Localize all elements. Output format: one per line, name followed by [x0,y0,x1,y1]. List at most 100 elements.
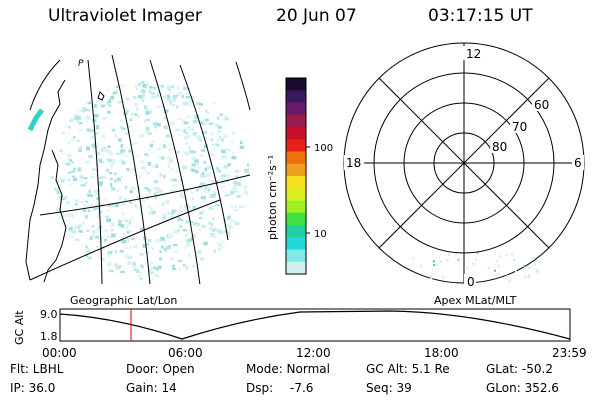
uv-pixel [85,214,88,219]
uv-pixel [171,257,174,261]
uv-pixel [103,229,108,233]
uv-pixel [112,161,116,164]
uv-pixel [94,103,97,108]
uv-pixel [149,261,154,265]
uv-pixel [233,181,238,184]
uv-pixel [134,84,139,88]
filter-info: Flt: LBHL [10,362,64,376]
polar-uv-pixel [476,253,479,256]
uv-pixel [103,146,106,150]
uv-pixel [218,135,221,139]
uv-pixel [79,230,82,233]
uv-pixel [88,189,91,193]
uv-pixel [163,95,168,99]
uv-pixel [115,263,118,267]
uv-pixel [141,98,145,102]
uv-pixel [91,143,96,147]
uv-pixel [67,154,71,157]
uv-pixel [94,132,99,135]
uv-pixel [74,225,79,230]
uv-pixel [59,193,63,197]
uv-pixel [55,179,60,183]
uv-pixel [114,232,119,235]
uv-pixel [73,177,78,181]
uv-pixel [175,169,178,172]
uv-pixel [161,213,165,218]
time-label: 03:17:15 UT [428,6,533,26]
uv-pixel [80,109,84,112]
uv-pixel [173,250,179,254]
uv-pixel [144,105,147,110]
uv-pixel [169,157,174,162]
uv-pixel [239,205,242,208]
uv-pixel [104,238,108,242]
uv-pixel [130,113,135,116]
uv-pixel [59,222,64,226]
uv-pixel [221,149,226,154]
uv-pixel [74,199,80,203]
uv-pixel [65,214,71,217]
uv-pixel [90,185,93,188]
uv-pixel [210,222,214,227]
uv-pixel [220,156,224,159]
uv-pixel [122,127,126,131]
uv-pixel [117,223,122,227]
uv-pixel [203,144,209,149]
uv-pixel [179,192,183,196]
uv-pixel [198,106,202,110]
uv-pixel [191,150,197,153]
uv-pixel [208,221,211,225]
uv-pixel [119,125,123,129]
uv-pixel [191,163,196,167]
uv-pixel [185,233,188,237]
uv-pixel [146,126,149,131]
uv-pixel [69,159,72,162]
uv-pixel [158,190,164,195]
uv-pixel [175,128,180,132]
uv-pixel [150,206,153,211]
uv-pixel [239,145,244,150]
uv-pixel [79,224,83,227]
uv-pixel [139,134,145,137]
uv-pixel [87,193,92,197]
uv-pixel [188,103,193,107]
uv-pixel [151,210,156,215]
uv-pixel [219,230,224,235]
uv-pixel [111,228,114,232]
uv-pixel [216,138,221,143]
uv-pixel [169,178,173,182]
uv-pixel [106,102,111,106]
uv-pixel [113,159,116,162]
uv-pixel [226,232,230,237]
uv-pixel [148,211,151,215]
uv-pixel [190,191,194,194]
uv-pixel [61,131,65,135]
uv-pixel [184,207,188,211]
uv-pixel [109,152,114,157]
uv-pixel [191,234,196,238]
uv-pixel [119,220,122,223]
uv-pixel [99,184,103,188]
uv-pixel [229,203,234,208]
uv-pixel [172,209,177,212]
uv-pixel [115,265,119,270]
uv-pixel [244,168,249,173]
uv-pixel [124,185,128,189]
polar-uv-pixel [446,259,449,262]
uv-pixel [191,157,196,160]
uv-pixel [120,144,124,149]
uv-pixel [189,99,195,103]
uv-pixel [100,149,105,153]
uv-pixel [111,128,116,132]
polar-uv-pixel [505,254,508,257]
uv-pixel [173,230,178,234]
uv-pixel [148,147,151,151]
uv-pixel [70,138,75,142]
uv-pixel [224,134,228,138]
uv-pixel [109,159,113,163]
uv-pixel [67,141,71,145]
uv-pixel [123,247,129,250]
uv-pixel [195,170,199,174]
uv-pixel [104,198,107,201]
uv-pixel [170,189,175,193]
